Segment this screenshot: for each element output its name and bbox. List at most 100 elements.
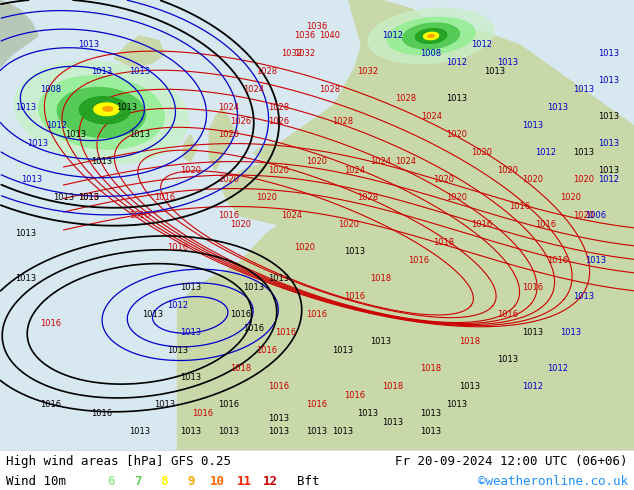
Text: 1036: 1036 bbox=[306, 23, 328, 31]
Text: 1016: 1016 bbox=[217, 400, 239, 409]
Text: 1013: 1013 bbox=[179, 373, 201, 382]
Text: 1013: 1013 bbox=[420, 409, 442, 418]
Polygon shape bbox=[94, 103, 119, 116]
Text: 1013: 1013 bbox=[15, 274, 36, 283]
Text: 1013: 1013 bbox=[129, 130, 150, 140]
Polygon shape bbox=[0, 0, 38, 68]
Text: 1028: 1028 bbox=[268, 103, 290, 113]
Text: 1026: 1026 bbox=[230, 117, 252, 126]
Polygon shape bbox=[114, 36, 165, 68]
Text: 1026: 1026 bbox=[268, 117, 290, 126]
Polygon shape bbox=[330, 0, 444, 113]
Text: 1013: 1013 bbox=[53, 194, 74, 202]
Text: 1013: 1013 bbox=[560, 328, 581, 338]
Text: 1013: 1013 bbox=[78, 194, 100, 202]
Text: 1020: 1020 bbox=[256, 194, 277, 202]
Polygon shape bbox=[403, 23, 460, 49]
Text: 1013: 1013 bbox=[420, 427, 442, 436]
Text: 1028: 1028 bbox=[395, 95, 417, 103]
Text: 1018: 1018 bbox=[382, 382, 404, 392]
Text: 1013: 1013 bbox=[129, 68, 150, 76]
Text: 1020: 1020 bbox=[294, 243, 315, 252]
Text: 1006: 1006 bbox=[585, 211, 607, 220]
Text: 1013: 1013 bbox=[598, 76, 619, 85]
Text: 1013: 1013 bbox=[484, 68, 505, 76]
Polygon shape bbox=[178, 351, 571, 450]
Text: 1018: 1018 bbox=[420, 365, 442, 373]
Text: 1013: 1013 bbox=[141, 310, 163, 319]
Polygon shape bbox=[39, 76, 164, 149]
Text: 1016: 1016 bbox=[344, 293, 366, 301]
Text: 1013: 1013 bbox=[65, 130, 87, 140]
Text: 1032: 1032 bbox=[294, 49, 315, 58]
Text: 1016: 1016 bbox=[256, 346, 277, 355]
Text: 1020: 1020 bbox=[338, 220, 359, 229]
Text: 1020: 1020 bbox=[446, 194, 467, 202]
Polygon shape bbox=[178, 31, 634, 450]
Text: 1013: 1013 bbox=[268, 414, 290, 423]
Text: 1013: 1013 bbox=[344, 247, 366, 256]
Text: 1012: 1012 bbox=[446, 58, 467, 68]
Text: 1016: 1016 bbox=[522, 283, 543, 293]
Text: 1013: 1013 bbox=[167, 346, 188, 355]
Text: 1013: 1013 bbox=[217, 427, 239, 436]
Text: 1013: 1013 bbox=[496, 355, 518, 365]
Text: 1020: 1020 bbox=[433, 175, 455, 184]
Text: 1012: 1012 bbox=[522, 382, 543, 392]
Text: 1016: 1016 bbox=[154, 194, 176, 202]
Polygon shape bbox=[79, 97, 130, 124]
Text: 1024: 1024 bbox=[420, 112, 442, 122]
Text: 1013: 1013 bbox=[585, 256, 607, 266]
Text: 1020: 1020 bbox=[522, 175, 543, 184]
Text: 1016: 1016 bbox=[547, 256, 569, 266]
Text: 1013: 1013 bbox=[332, 427, 353, 436]
Text: 1016: 1016 bbox=[275, 328, 296, 338]
Text: 9: 9 bbox=[187, 475, 195, 488]
Text: 1016: 1016 bbox=[40, 400, 61, 409]
Text: 1013: 1013 bbox=[598, 167, 619, 175]
Text: 11: 11 bbox=[236, 475, 252, 488]
Text: 1013: 1013 bbox=[21, 175, 42, 184]
Text: 1016: 1016 bbox=[167, 243, 188, 252]
Text: 1016: 1016 bbox=[344, 392, 366, 400]
Text: 1013: 1013 bbox=[116, 103, 138, 113]
Text: 1016: 1016 bbox=[91, 409, 112, 418]
Text: ©weatheronline.co.uk: ©weatheronline.co.uk bbox=[477, 475, 628, 488]
Text: 1013: 1013 bbox=[179, 427, 201, 436]
Text: 1008: 1008 bbox=[40, 85, 61, 95]
Text: 1020: 1020 bbox=[217, 130, 239, 140]
Text: 1013: 1013 bbox=[268, 274, 290, 283]
Text: 1016: 1016 bbox=[306, 400, 328, 409]
Text: 10: 10 bbox=[210, 475, 225, 488]
Text: 1040: 1040 bbox=[319, 31, 340, 41]
Text: 1016: 1016 bbox=[129, 211, 150, 220]
Text: 1013: 1013 bbox=[78, 41, 100, 49]
Text: Bft: Bft bbox=[297, 475, 320, 488]
Text: 1013: 1013 bbox=[382, 418, 404, 427]
Text: 1018: 1018 bbox=[433, 239, 455, 247]
Text: 1013: 1013 bbox=[268, 427, 290, 436]
Text: 1018: 1018 bbox=[370, 274, 391, 283]
Text: 1016: 1016 bbox=[243, 324, 264, 333]
Text: 1013: 1013 bbox=[179, 283, 201, 293]
Text: 1013: 1013 bbox=[154, 400, 176, 409]
Text: 1020: 1020 bbox=[573, 211, 594, 220]
Text: 1036: 1036 bbox=[294, 31, 315, 41]
Text: 1012: 1012 bbox=[598, 175, 619, 184]
Text: 1013: 1013 bbox=[446, 400, 467, 409]
Text: 1013: 1013 bbox=[370, 337, 391, 346]
Text: 1012: 1012 bbox=[382, 31, 404, 41]
Text: 1032: 1032 bbox=[357, 68, 378, 76]
Text: 1024: 1024 bbox=[281, 211, 302, 220]
Text: 1016: 1016 bbox=[509, 202, 531, 211]
Text: 1016: 1016 bbox=[471, 220, 493, 229]
Polygon shape bbox=[428, 35, 434, 37]
Text: 1028: 1028 bbox=[256, 68, 277, 76]
Polygon shape bbox=[387, 18, 475, 54]
Text: 6: 6 bbox=[107, 475, 115, 488]
Text: 1013: 1013 bbox=[598, 112, 619, 122]
Text: 1020: 1020 bbox=[306, 157, 328, 167]
Text: 1024: 1024 bbox=[344, 167, 366, 175]
Text: 1013: 1013 bbox=[598, 49, 619, 58]
Text: 1028: 1028 bbox=[357, 194, 378, 202]
